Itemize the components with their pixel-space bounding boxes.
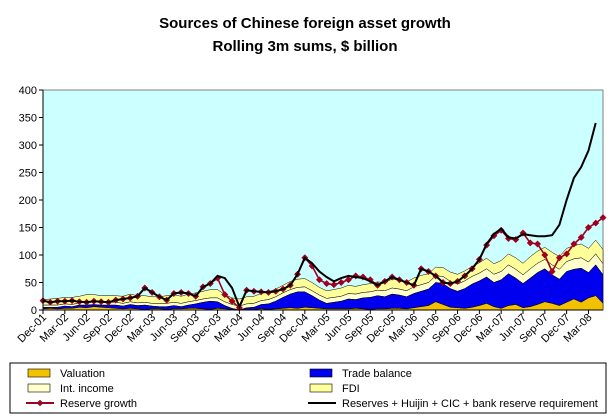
point-reserve-growth — [599, 214, 607, 222]
legend-swatch — [27, 368, 51, 378]
point-reserve-growth — [592, 219, 600, 227]
y-tick-label: 400 — [19, 85, 37, 97]
legend: Valuation Trade balance Int. income FDI Rese… — [9, 362, 607, 414]
y-tick-label: 300 — [19, 140, 37, 152]
legend-label: Reserves + Huijin + CIC + bank reserve r… — [342, 398, 598, 410]
legend-swatch — [27, 383, 51, 393]
legend-item-valuation: Valuation — [27, 368, 105, 380]
legend-item-fdi: FDI — [309, 383, 360, 395]
chart-subtitle: Rolling 3m sums, $ billion — [212, 38, 397, 55]
point-reserve-growth — [555, 254, 563, 262]
legend-box — [9, 362, 607, 414]
y-tick-label: 250 — [19, 168, 37, 180]
legend-item-reserves-huijin-cic-bank-reserve-requirement: Reserves + Huijin + CIC + bank reserve r… — [308, 398, 598, 410]
point-reserve-growth — [563, 250, 571, 258]
point-reserve-growth — [344, 276, 353, 284]
legend-label: Trade balance — [342, 368, 412, 380]
legend-item-trade-balance: Trade balance — [309, 368, 412, 380]
legend-item-int-income: Int. income — [27, 383, 114, 395]
legend-label: FDI — [342, 383, 360, 395]
point-reserve-growth — [526, 239, 534, 247]
legend-swatch — [309, 383, 333, 393]
legend-label: Int. income — [60, 383, 114, 395]
point-reserve-growth — [548, 267, 556, 276]
y-tick-label: 50 — [25, 278, 37, 290]
point-reserve-growth — [584, 223, 593, 232]
point-reserve-growth — [570, 240, 578, 248]
point-reserve-growth — [541, 251, 549, 259]
point-reserve-growth — [315, 276, 323, 284]
point-reserve-growth — [533, 240, 542, 248]
point-reserve-growth — [337, 278, 345, 287]
point-reserve-growth — [221, 291, 229, 299]
line-series-group — [39, 122, 607, 312]
legend-item-reserve-growth: Reserve growth — [26, 398, 137, 410]
y-tick-label: 100 — [19, 250, 37, 262]
y-tick-label: 0 — [31, 305, 37, 317]
point-reserve-growth — [323, 280, 331, 288]
y-tick-label: 200 — [19, 195, 37, 207]
point-reserve-growth — [228, 297, 236, 305]
legend-marker — [36, 399, 44, 407]
point-reserve-growth — [330, 281, 338, 289]
point-reserve-growth — [577, 233, 585, 241]
line-reserves-huijin-cic-bank-reserve-requirement — [42, 122, 597, 310]
y-tick-label: 350 — [19, 113, 37, 125]
chart-title: Sources of Chinese foreign asset growth — [159, 15, 451, 32]
legend-label: Reserve growth — [60, 398, 137, 410]
legend-label: Valuation — [60, 368, 105, 380]
y-tick-label: 150 — [19, 223, 37, 235]
legend-swatch — [309, 368, 333, 378]
